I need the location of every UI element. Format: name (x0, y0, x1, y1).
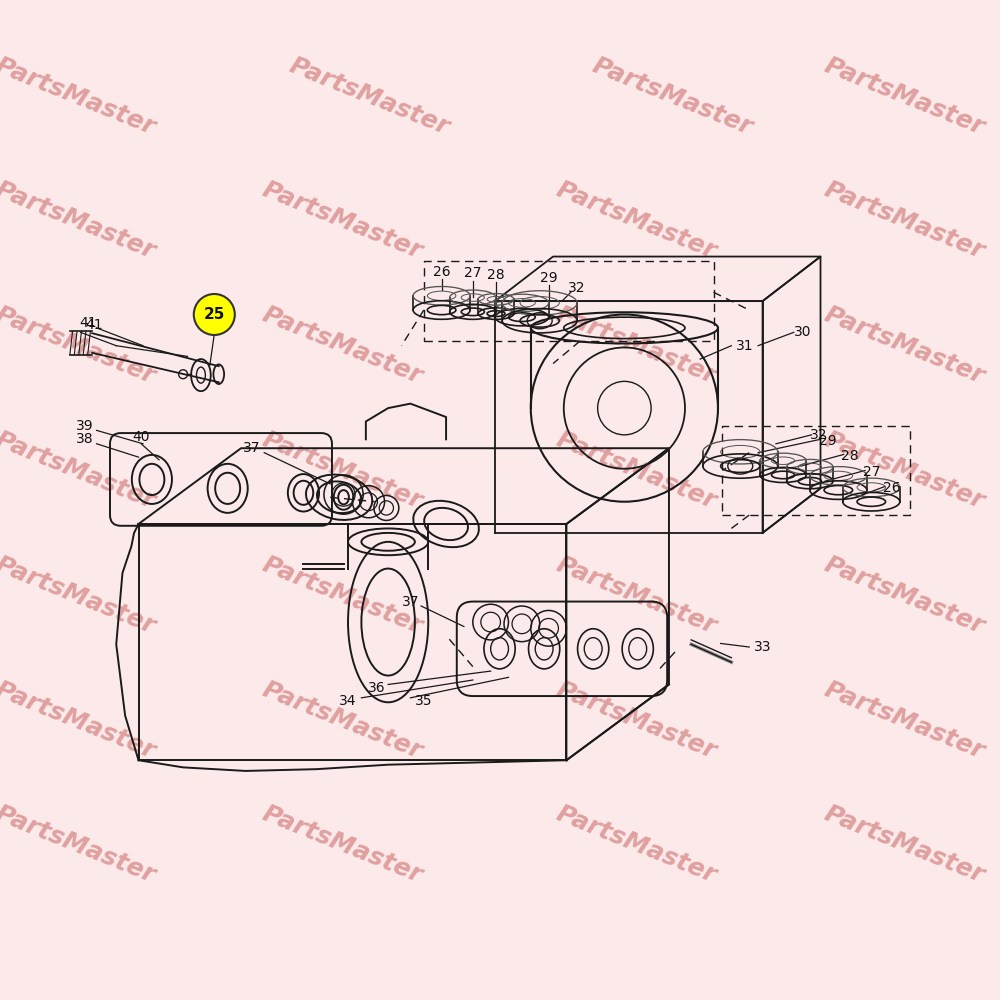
Text: PartsMaster: PartsMaster (820, 677, 988, 763)
Text: 29: 29 (819, 434, 836, 448)
Text: PartsMaster: PartsMaster (259, 303, 426, 389)
Text: 38: 38 (76, 432, 94, 446)
Text: PartsMaster: PartsMaster (0, 178, 159, 264)
Text: 40: 40 (132, 430, 150, 444)
Text: PartsMaster: PartsMaster (259, 178, 426, 264)
Text: 29: 29 (540, 271, 557, 285)
Text: 27: 27 (464, 266, 482, 280)
Text: PartsMaster: PartsMaster (820, 53, 988, 139)
Text: 41: 41 (85, 318, 103, 332)
Text: PartsMaster: PartsMaster (0, 552, 159, 638)
Text: PartsMaster: PartsMaster (553, 677, 720, 763)
Text: PartsMaster: PartsMaster (0, 802, 159, 888)
Text: 37: 37 (243, 441, 260, 455)
Text: 26: 26 (433, 265, 450, 279)
Text: PartsMaster: PartsMaster (259, 677, 426, 763)
Text: 28: 28 (841, 449, 859, 463)
Text: PartsMaster: PartsMaster (259, 427, 426, 514)
Text: 37: 37 (402, 595, 419, 609)
Text: PartsMaster: PartsMaster (259, 552, 426, 638)
Text: PartsMaster: PartsMaster (259, 802, 426, 888)
Text: PartsMaster: PartsMaster (0, 427, 159, 514)
Text: 26: 26 (883, 481, 901, 495)
Text: 39: 39 (76, 419, 94, 433)
Text: PartsMaster: PartsMaster (553, 178, 720, 264)
Text: 35: 35 (415, 694, 433, 708)
Text: PartsMaster: PartsMaster (0, 53, 159, 139)
Text: PartsMaster: PartsMaster (553, 427, 720, 514)
Text: 32: 32 (810, 428, 827, 442)
Text: 36: 36 (368, 681, 385, 695)
Text: PartsMaster: PartsMaster (820, 552, 988, 638)
Text: PartsMaster: PartsMaster (820, 303, 988, 389)
Text: PartsMaster: PartsMaster (553, 802, 720, 888)
Text: 32: 32 (568, 281, 586, 295)
Text: 28: 28 (487, 268, 505, 282)
Text: PartsMaster: PartsMaster (589, 53, 756, 139)
Text: 33: 33 (754, 640, 771, 654)
Circle shape (194, 294, 235, 335)
Text: PartsMaster: PartsMaster (553, 552, 720, 638)
Text: 31: 31 (736, 339, 754, 353)
Text: 34: 34 (339, 694, 357, 708)
Text: 30: 30 (794, 325, 811, 339)
Text: 41: 41 (79, 316, 97, 330)
Text: PartsMaster: PartsMaster (553, 303, 720, 389)
Text: PartsMaster: PartsMaster (820, 427, 988, 514)
Text: PartsMaster: PartsMaster (820, 802, 988, 888)
Text: 27: 27 (863, 465, 880, 479)
Text: 25: 25 (204, 307, 225, 322)
Text: PartsMaster: PartsMaster (820, 178, 988, 264)
Text: PartsMaster: PartsMaster (0, 303, 159, 389)
Text: PartsMaster: PartsMaster (286, 53, 453, 139)
Text: PartsMaster: PartsMaster (0, 677, 159, 763)
